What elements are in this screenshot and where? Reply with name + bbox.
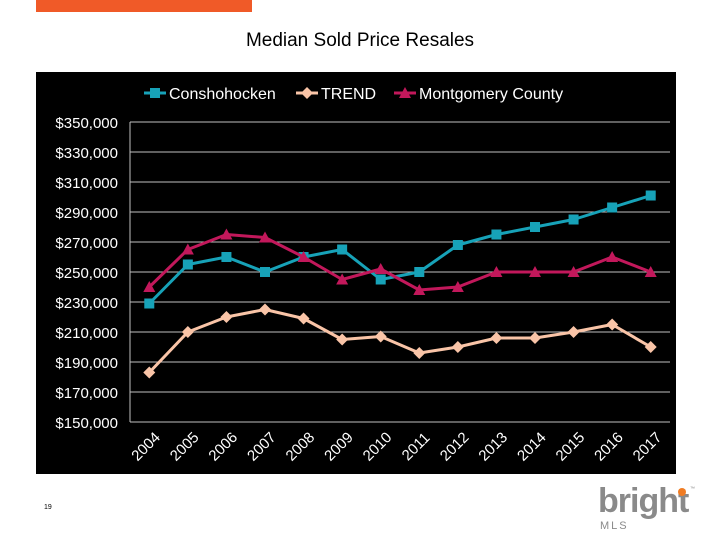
data-point-montgomery-county xyxy=(336,273,349,285)
data-point-trend xyxy=(567,326,580,338)
y-tick-label: $170,000 xyxy=(55,385,118,402)
y-tick-label: $210,000 xyxy=(55,325,118,342)
data-point-conshohocken xyxy=(530,222,540,232)
data-point-montgomery-county xyxy=(220,228,233,240)
x-tick-label: 2006 xyxy=(205,429,241,465)
series-line-conshohocken xyxy=(148,194,652,305)
data-point-montgomery-county xyxy=(529,266,541,277)
x-tick-label: 2017 xyxy=(630,429,666,465)
data-point-trend xyxy=(374,330,387,343)
x-tick-label: 2005 xyxy=(167,429,203,465)
data-point-trend xyxy=(220,311,233,323)
y-tick-label: $230,000 xyxy=(55,295,118,312)
legend-marker-montgomery-county xyxy=(399,87,411,98)
y-tick-label: $350,000 xyxy=(55,115,118,132)
y-tick-label: $150,000 xyxy=(55,415,118,432)
y-tick-label: $310,000 xyxy=(55,175,118,192)
x-tick-label: 2010 xyxy=(360,429,396,465)
data-point-conshohocken xyxy=(260,267,270,277)
logo-wordmark: bright xyxy=(598,482,689,520)
x-tick-label: 2015 xyxy=(553,429,589,465)
data-point-conshohocken xyxy=(414,267,425,277)
logo-trademark: ™ xyxy=(690,486,695,492)
page-number: 19 xyxy=(44,504,52,511)
data-point-montgomery-county xyxy=(413,284,426,295)
legend-label-trend: TREND xyxy=(321,86,376,103)
data-point-conshohocken xyxy=(491,229,502,240)
data-point-conshohocken xyxy=(182,259,193,270)
series-line-trend xyxy=(148,308,652,374)
line-chart: $150,000 $170,000 $190,000 $210,000 $230,000… xyxy=(55,86,670,465)
data-point-trend xyxy=(644,341,657,353)
chart-title: Median Sold Price Resales xyxy=(245,30,475,51)
data-point-montgomery-county xyxy=(181,243,194,255)
data-point-trend xyxy=(181,326,194,338)
data-point-montgomery-county xyxy=(297,251,310,262)
data-point-conshohocken xyxy=(607,202,618,213)
data-point-trend xyxy=(529,332,541,344)
data-point-trend xyxy=(297,312,310,325)
x-tick-label: 2016 xyxy=(591,429,627,465)
logo-dot-icon xyxy=(678,488,686,496)
header-accent-bar xyxy=(36,0,252,12)
legend-label-conshohocken: Conshohocken xyxy=(169,86,276,103)
data-point-conshohocken xyxy=(375,274,386,285)
data-point-montgomery-county xyxy=(259,231,271,243)
bright-mls-logo: bright ™ MLS xyxy=(598,482,698,534)
logo-subtitle: MLS xyxy=(600,520,629,532)
y-tick-label: $190,000 xyxy=(55,355,118,372)
legend-marker-conshohocken xyxy=(150,88,160,98)
x-tick-label: 2012 xyxy=(437,429,473,465)
data-point-conshohocken xyxy=(645,190,656,201)
data-point-trend xyxy=(451,341,464,353)
data-point-montgomery-county xyxy=(606,251,619,262)
y-tick-label: $250,000 xyxy=(55,265,118,282)
data-point-montgomery-county xyxy=(644,266,657,277)
data-point-montgomery-county xyxy=(490,266,503,277)
data-point-trend xyxy=(336,333,349,346)
y-tick-label: $330,000 xyxy=(55,145,118,162)
x-tick-label: 2013 xyxy=(475,429,511,465)
data-point-trend xyxy=(606,318,619,331)
data-point-trend xyxy=(413,347,426,359)
data-point-conshohocken xyxy=(221,252,232,262)
series-line-montgomery-county xyxy=(148,233,652,292)
data-point-montgomery-county xyxy=(451,281,464,292)
data-point-montgomery-county xyxy=(143,281,156,292)
chart-panel: $150,000 $170,000 $190,000 $210,000 $230,000… xyxy=(36,72,676,474)
data-point-conshohocken xyxy=(144,298,155,309)
data-point-conshohocken xyxy=(568,214,579,225)
legend-label-montgomery-county: Montgomery County xyxy=(419,86,563,103)
data-point-trend xyxy=(143,366,156,379)
y-tick-label: $270,000 xyxy=(55,235,118,252)
x-tick-label: 2008 xyxy=(283,429,319,465)
data-point-trend xyxy=(259,303,271,316)
x-tick-label: 2014 xyxy=(514,429,550,465)
data-point-conshohocken xyxy=(337,244,348,255)
x-tick-label: 2011 xyxy=(399,429,434,464)
data-point-conshohocken xyxy=(452,240,463,250)
x-tick-label: 2007 xyxy=(244,429,280,465)
legend-marker-trend xyxy=(301,87,313,99)
data-point-montgomery-county xyxy=(567,266,580,277)
data-point-montgomery-county xyxy=(374,263,387,274)
y-tick-label: $290,000 xyxy=(55,205,118,222)
x-tick-label: 2004 xyxy=(128,429,164,465)
data-point-trend xyxy=(490,332,503,344)
x-tick-label: 2009 xyxy=(321,429,357,465)
